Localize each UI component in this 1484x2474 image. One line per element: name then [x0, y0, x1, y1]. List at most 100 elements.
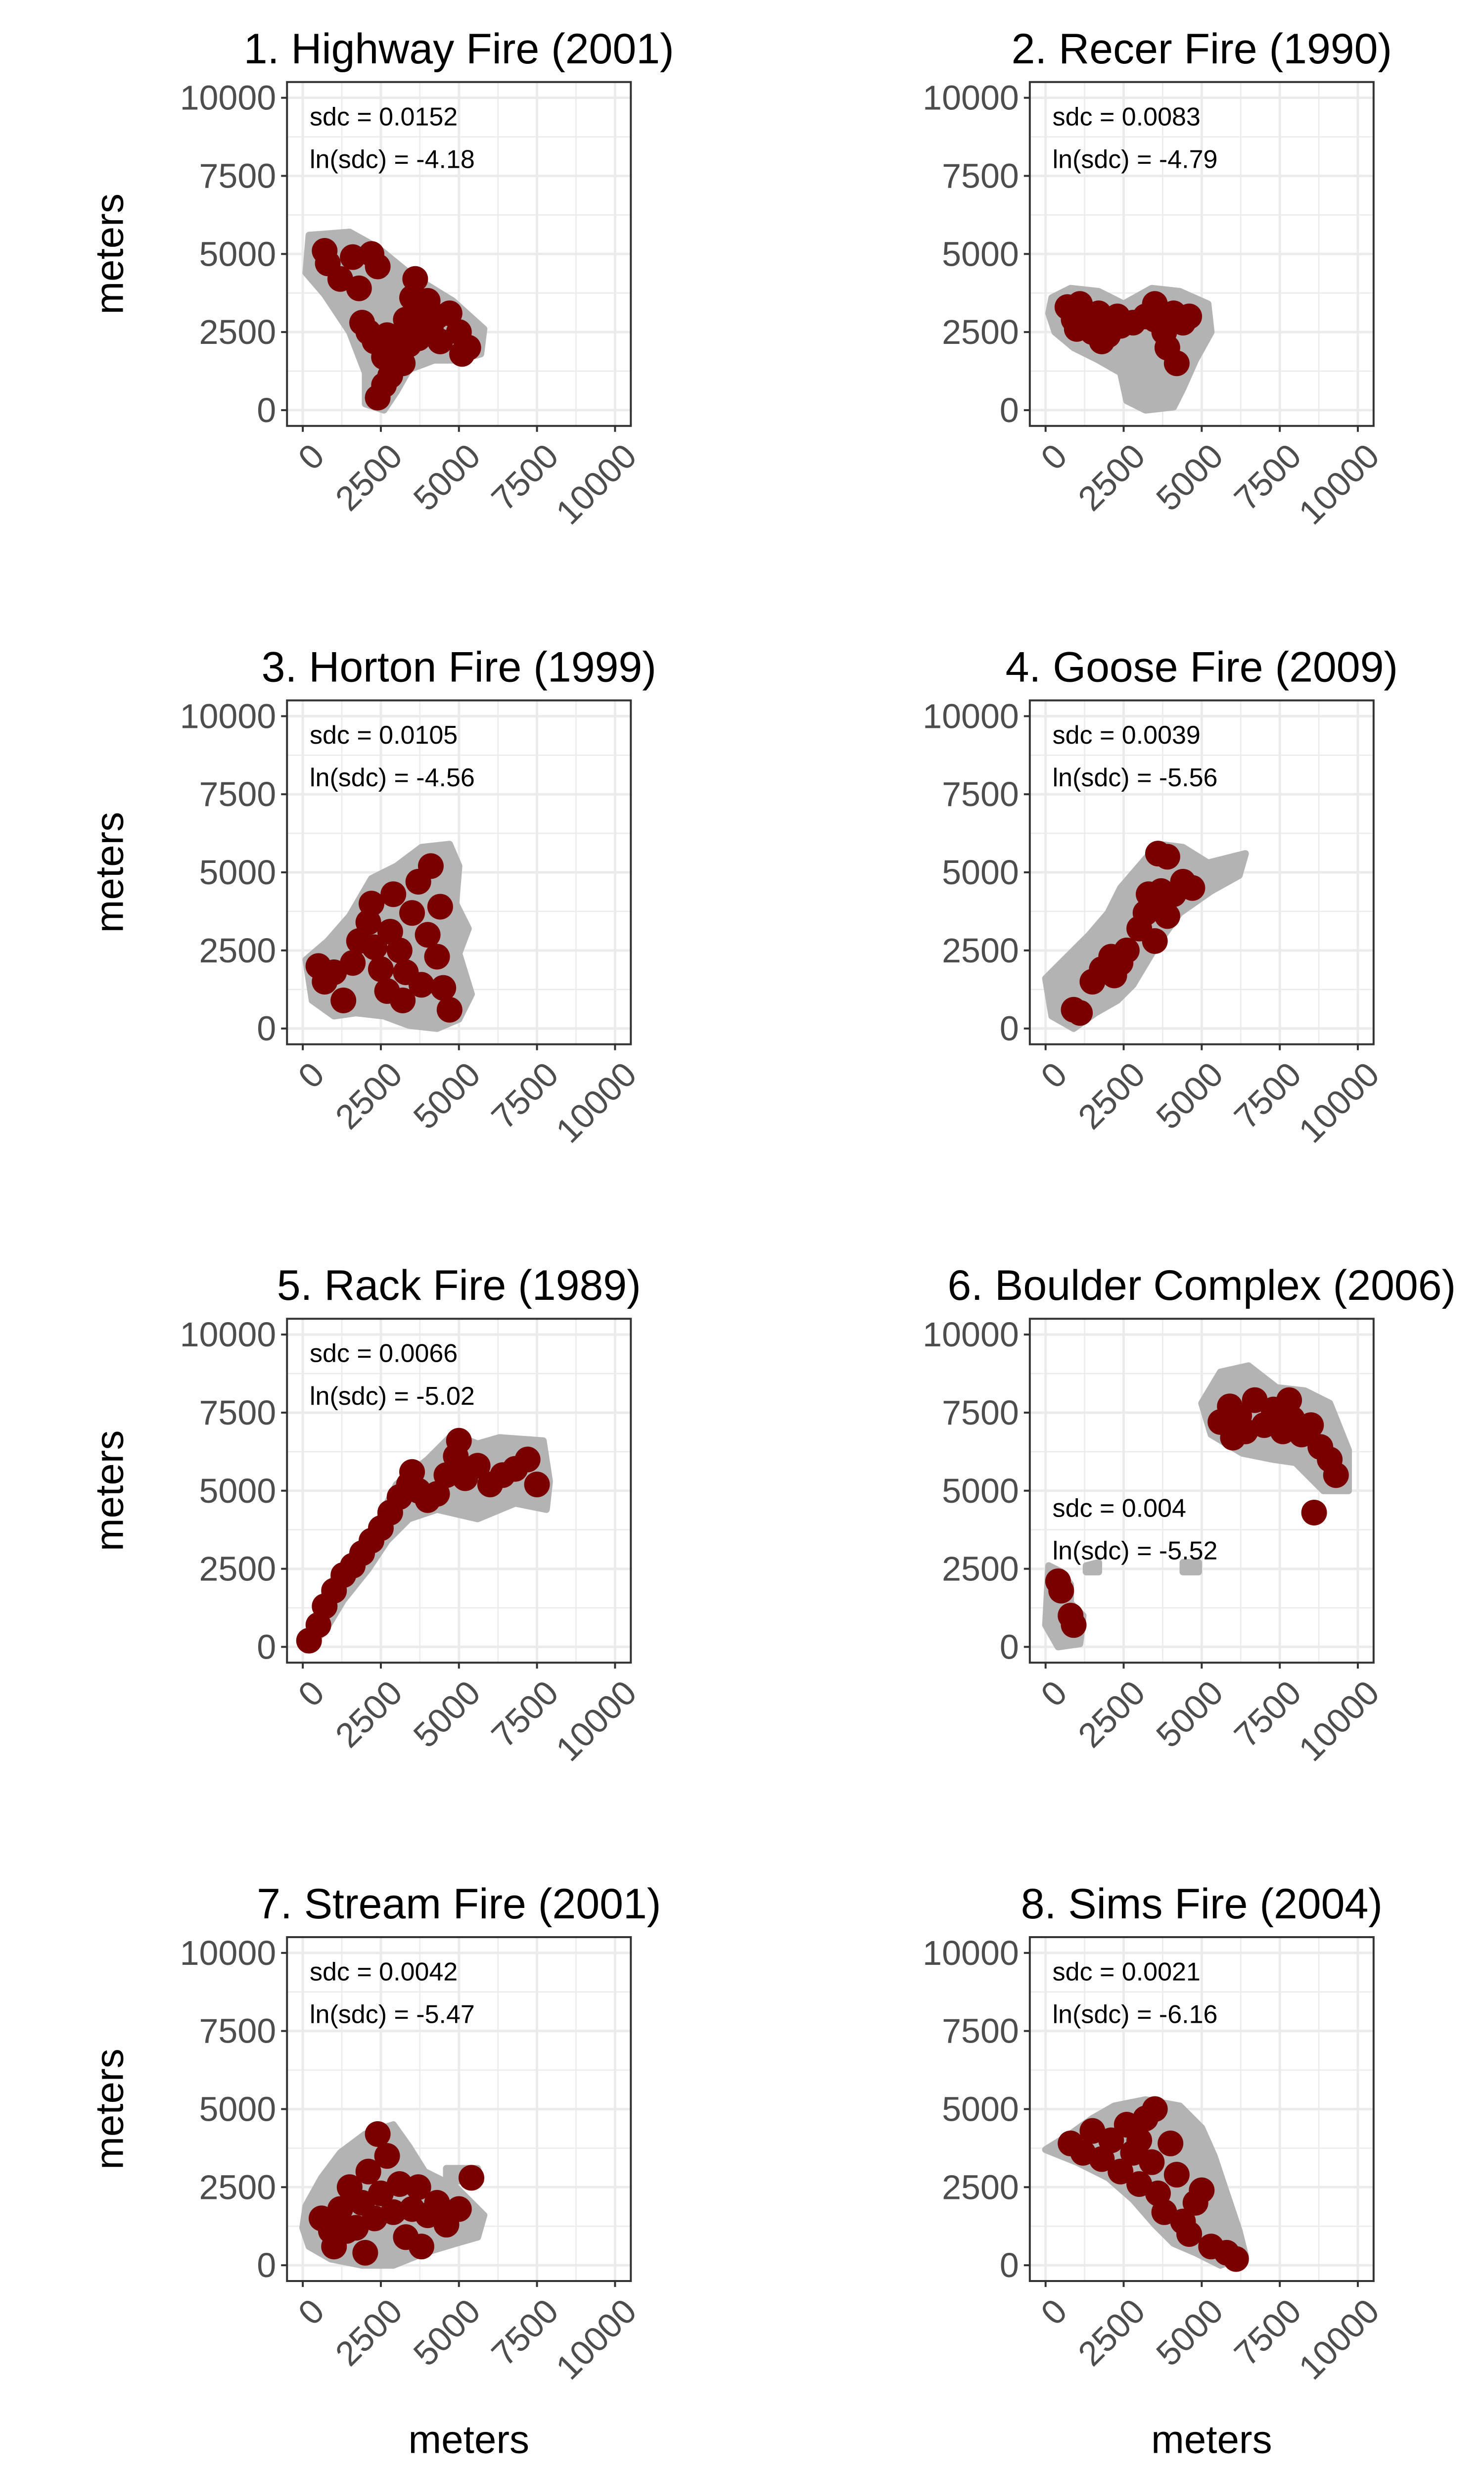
x-tick-label: 0	[1033, 436, 1074, 477]
y-tick-label: 5000	[199, 2090, 276, 2128]
sdc-annotation: sdc = 0.0039	[1053, 721, 1201, 750]
high-severity-point	[1223, 2246, 1249, 2272]
x-tick-label: 5000	[406, 1055, 488, 1137]
high-severity-point	[409, 2234, 434, 2259]
x-tick-label: 5000	[1149, 1673, 1230, 1755]
high-severity-point	[1158, 2131, 1183, 2156]
panel-title: 7. Stream Fire (2001)	[257, 1880, 661, 1928]
high-severity-point	[1276, 1387, 1302, 1413]
y-tick-label: 0	[257, 1009, 276, 1048]
high-severity-point	[1126, 2128, 1152, 2153]
high-severity-point	[1323, 1462, 1349, 1488]
y-tick-label: 0	[257, 2246, 276, 2284]
high-severity-point	[1061, 307, 1087, 333]
y-tick-label: 10000	[923, 697, 1019, 735]
high-severity-point	[352, 2240, 378, 2266]
y-tick-label: 10000	[923, 1934, 1019, 1972]
facet-panel-7: 0250050007500100000250050007500100007. S…	[88, 1880, 661, 2387]
ln-sdc-annotation: ln(sdc) = -4.79	[1053, 145, 1218, 174]
y-axis-label: meters	[88, 812, 132, 933]
ln-sdc-annotation: ln(sdc) = -4.18	[310, 145, 475, 174]
high-severity-point	[390, 988, 416, 1013]
x-tick-label: 10000	[1291, 1055, 1387, 1150]
ln-sdc-annotation: ln(sdc) = -5.02	[310, 1382, 475, 1411]
y-tick-label: 7500	[199, 156, 276, 195]
high-severity-point	[340, 950, 366, 976]
y-tick-label: 2500	[942, 931, 1019, 970]
x-tick-label: 2500	[1070, 1055, 1152, 1137]
sdc-annotation: sdc = 0.0042	[310, 1957, 458, 1986]
y-tick-label: 0	[1000, 2246, 1019, 2284]
x-tick-label: 2500	[1070, 436, 1152, 518]
panel-title: 6. Boulder Complex (2006)	[947, 1262, 1456, 1309]
x-tick-label: 10000	[549, 436, 644, 532]
x-tick-label: 5000	[1149, 2291, 1230, 2373]
high-severity-point	[1176, 304, 1202, 330]
y-tick-label: 5000	[199, 235, 276, 273]
high-severity-point	[1189, 2178, 1214, 2203]
x-tick-label: 10000	[549, 1055, 644, 1150]
y-tick-label: 5000	[942, 235, 1019, 273]
x-tick-label: 10000	[1291, 2291, 1387, 2387]
x-axis-label: meters	[408, 2417, 529, 2461]
x-tick-label: 10000	[549, 1673, 644, 1768]
high-severity-point	[446, 2196, 472, 2222]
high-severity-point	[1179, 875, 1205, 901]
high-severity-point	[365, 254, 391, 280]
high-severity-point	[349, 310, 375, 335]
high-severity-point	[1086, 300, 1112, 326]
high-severity-point	[1155, 903, 1180, 929]
high-severity-point	[1142, 2096, 1168, 2122]
x-tick-label: 0	[291, 1055, 332, 1096]
high-severity-point	[399, 1459, 425, 1485]
panel-title: 3. Horton Fire (1999)	[262, 644, 656, 691]
y-tick-label: 2500	[199, 313, 276, 351]
x-tick-label: 2500	[328, 1055, 410, 1137]
y-tick-label: 0	[1000, 391, 1019, 429]
high-severity-point	[1108, 313, 1133, 338]
panel-title: 4. Goose Fire (2009)	[1006, 644, 1398, 691]
high-severity-point	[1155, 844, 1180, 869]
facet-panel-8: 0250050007500100000250050007500100008. S…	[923, 1880, 1387, 2387]
y-axis-label: meters	[88, 1430, 132, 1552]
x-tick-label: 0	[1033, 1055, 1074, 1096]
sdc-annotation: sdc = 0.0152	[310, 102, 458, 131]
high-severity-point	[1067, 1000, 1093, 1026]
y-tick-label: 5000	[942, 2090, 1019, 2128]
high-severity-point	[427, 894, 453, 919]
y-tick-label: 0	[257, 1627, 276, 1666]
x-tick-label: 0	[1033, 2291, 1074, 2332]
y-tick-label: 2500	[199, 931, 276, 970]
high-severity-point	[1301, 1500, 1327, 1525]
high-severity-point	[437, 997, 463, 1023]
x-tick-label: 2500	[1070, 1673, 1152, 1755]
high-severity-point	[399, 900, 425, 926]
x-axis-label: meters	[1151, 2417, 1272, 2461]
y-tick-label: 10000	[180, 1315, 277, 1354]
high-severity-point	[1164, 350, 1190, 376]
high-severity-point	[330, 988, 356, 1013]
high-severity-point	[1142, 928, 1168, 954]
panel-title: 1. Highway Fire (2001)	[244, 25, 674, 73]
high-severity-point	[396, 332, 422, 357]
sdc-annotation: sdc = 0.0066	[310, 1339, 458, 1368]
y-tick-label: 10000	[180, 697, 277, 735]
y-tick-label: 5000	[199, 853, 276, 892]
high-severity-point	[1048, 1578, 1074, 1604]
x-tick-label: 0	[291, 436, 332, 477]
x-tick-label: 5000	[1149, 436, 1230, 518]
y-tick-label: 10000	[923, 1315, 1019, 1354]
sdc-annotation: sdc = 0.0083	[1053, 102, 1201, 131]
x-tick-label: 5000	[406, 2291, 488, 2373]
y-tick-label: 7500	[942, 156, 1019, 195]
y-tick-label: 7500	[942, 775, 1019, 813]
y-tick-label: 0	[1000, 1627, 1019, 1666]
ln-sdc-annotation: ln(sdc) = -6.16	[1053, 2000, 1218, 2029]
x-tick-label: 0	[1033, 1673, 1074, 1714]
x-tick-label: 10000	[1291, 436, 1387, 532]
y-tick-label: 7500	[942, 2012, 1019, 2050]
panel-title: 2. Recer Fire (1990)	[1012, 25, 1392, 73]
x-tick-label: 2500	[328, 2291, 410, 2373]
